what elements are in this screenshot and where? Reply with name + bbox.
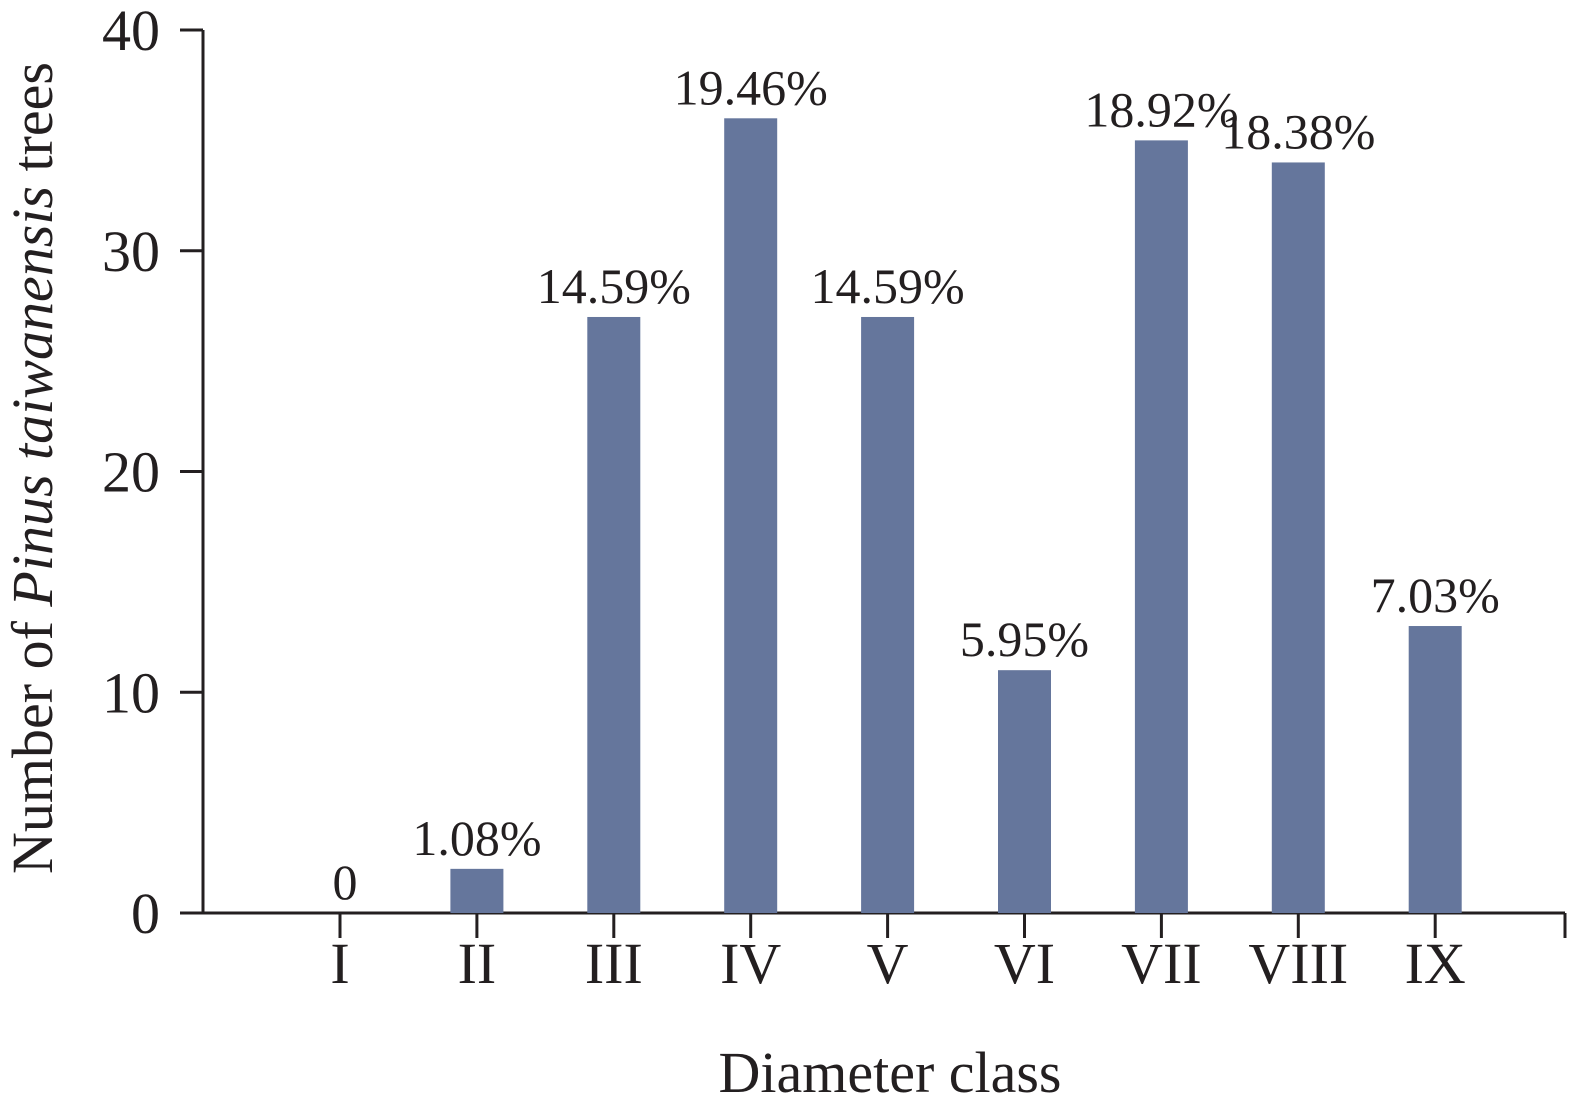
y-tick-label: 0: [131, 881, 160, 946]
data-label: 0: [333, 854, 358, 910]
y-axis-title: Number of Pinus taiwanensis trees: [0, 62, 65, 874]
bar: [1271, 162, 1325, 913]
data-label: 14.59%: [811, 258, 965, 314]
bar: [861, 316, 915, 914]
x-tick-label: II: [458, 931, 497, 996]
data-labels: 0 1.08% 14.59% 19.46% 14.59% 5.95% 18.92%18.38…: [333, 59, 1500, 910]
data-label: 14.59%: [537, 258, 691, 314]
y-tick-label: 10: [102, 660, 160, 725]
bar: [450, 868, 504, 913]
y-axis-title-part-2: Pinus taiwanensis: [0, 186, 65, 608]
x-tick-label: VII: [1121, 931, 1202, 996]
bar: [587, 316, 641, 914]
bar: [1134, 140, 1188, 913]
y-axis-title-part-1: Number of: [0, 607, 65, 874]
y-axis-title-part-3: trees: [0, 62, 65, 186]
data-label: 1.08%: [412, 810, 541, 866]
x-tick-label: III: [585, 931, 643, 996]
y-tick-label: 30: [102, 219, 160, 284]
data-label: 18.92%: [1084, 81, 1238, 137]
data-label: 7.03%: [1371, 567, 1500, 623]
bar: [1408, 626, 1462, 913]
x-axis: I II III IV V VI VII VIII IX: [180, 911, 1567, 996]
bar: [998, 670, 1051, 913]
data-label: 5.95%: [960, 611, 1089, 667]
x-axis-title: Diameter class: [718, 1040, 1061, 1099]
x-tick-label: VIII: [1248, 931, 1348, 996]
bars: [450, 118, 1462, 914]
x-tick-label: VI: [994, 931, 1055, 996]
x-tick-label: I: [330, 931, 349, 996]
y-tick-label: 20: [102, 440, 160, 505]
data-label: 18.38%: [1221, 103, 1375, 159]
x-tick-label: IX: [1405, 931, 1466, 996]
bar: [724, 118, 778, 914]
x-tick-label: V: [867, 931, 909, 996]
y-tick-label: 40: [102, 0, 160, 63]
data-label: 19.46%: [674, 59, 828, 115]
x-tick-label: IV: [720, 931, 781, 996]
y-axis: 0 10 20 30 40: [102, 0, 205, 946]
